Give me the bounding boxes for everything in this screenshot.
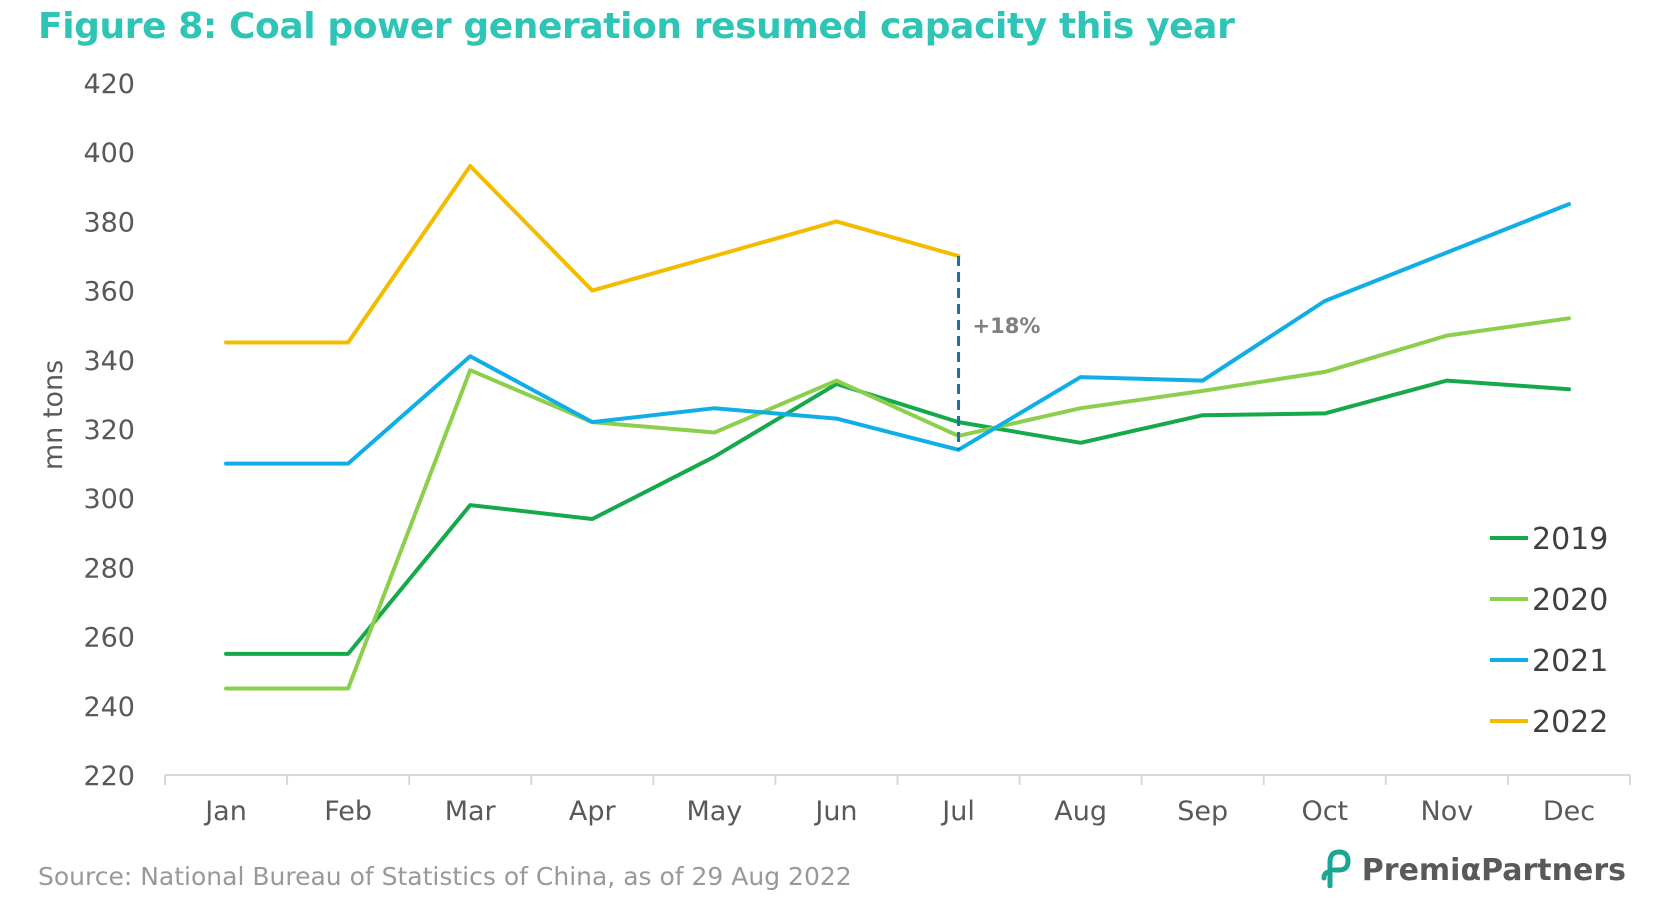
x-tick-label: Feb: [324, 796, 372, 827]
y-tick-label: 260: [83, 623, 135, 654]
y-tick-label: 280: [83, 553, 135, 584]
y-tick-label: 320: [83, 415, 135, 446]
y-tick-label: 340: [83, 346, 135, 377]
series-line-2019: [224, 378, 1571, 656]
chart-title: Figure 8: Coal power generation resumed …: [38, 6, 1235, 47]
logo-stroke-left: [1327, 849, 1351, 889]
y-tick-label: 360: [83, 277, 135, 308]
x-tick-label: Apr: [569, 796, 617, 827]
x-tick-label: Oct: [1301, 796, 1348, 827]
annotations: +18%: [957, 256, 1041, 450]
legend-label-2020: 2020: [1532, 583, 1608, 618]
x-tick-label: Sep: [1177, 796, 1228, 827]
series-line-2020: [224, 316, 1571, 691]
y-tick-label: 220: [83, 761, 135, 792]
brand-name: PremiαPartners: [1361, 853, 1626, 888]
legend-label-2019: 2019: [1532, 522, 1608, 557]
y-axis-title-group: mn tons: [38, 360, 69, 470]
brand-logo: PremiαPartners: [1320, 848, 1626, 893]
x-axis-ticks: Jan Feb Mar Apr May Jun Jul Aug Sep Oct Nov Dec: [164, 775, 1631, 827]
x-tick-label: Aug: [1054, 796, 1107, 827]
legend-label-2021: 2021: [1532, 644, 1608, 679]
logo-stroke-right: [1321, 869, 1333, 881]
y-tick-label: 380: [83, 207, 135, 238]
x-tick-label: Nov: [1421, 796, 1474, 827]
x-tick-label: Dec: [1543, 796, 1595, 827]
series-line-2021: [224, 202, 1571, 466]
legend: 2019 2020 2021 2022: [1490, 522, 1608, 740]
annotation-label: +18%: [973, 314, 1041, 338]
y-tick-label: 420: [83, 69, 135, 100]
x-tick-label: Jun: [813, 796, 857, 827]
x-tick-label: Mar: [445, 796, 497, 827]
x-tick-label: Jan: [203, 796, 247, 827]
source-note: Source: National Bureau of Statistics of…: [38, 862, 852, 891]
y-axis-title: mn tons: [38, 360, 69, 470]
legend-label-2022: 2022: [1532, 705, 1608, 740]
y-tick-label: 240: [83, 692, 135, 723]
y-axis-ticks: 220 240 260 280 300 320 340 360 380 400 420: [83, 69, 135, 792]
y-tick-label: 300: [83, 484, 135, 515]
series-line-2022: [224, 164, 961, 345]
premia-logo-icon: [1320, 848, 1354, 893]
x-tick-label: May: [686, 796, 742, 827]
series-lines: [224, 164, 1571, 691]
x-tick-label: Jul: [940, 796, 975, 827]
y-tick-label: 400: [83, 138, 135, 169]
